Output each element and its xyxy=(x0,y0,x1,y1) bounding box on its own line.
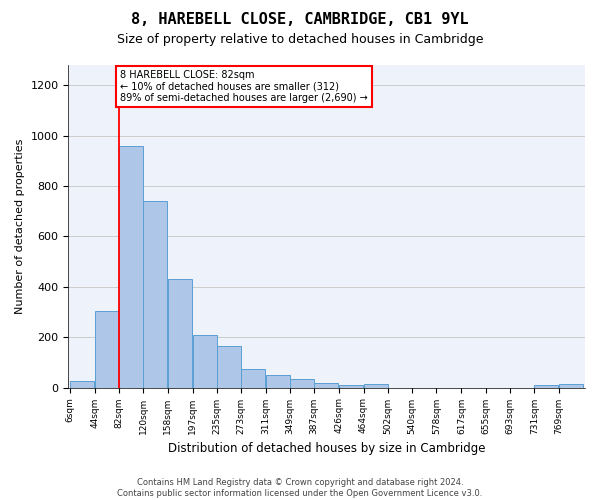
Bar xyxy=(193,334,217,388)
Bar xyxy=(364,384,388,388)
X-axis label: Distribution of detached houses by size in Cambridge: Distribution of detached houses by size … xyxy=(168,442,485,455)
Bar xyxy=(167,279,191,388)
Text: Size of property relative to detached houses in Cambridge: Size of property relative to detached ho… xyxy=(117,32,483,46)
Bar xyxy=(266,375,290,388)
Bar xyxy=(143,201,167,388)
Y-axis label: Number of detached properties: Number of detached properties xyxy=(15,138,25,314)
Bar xyxy=(290,378,314,388)
Bar xyxy=(339,385,363,388)
Bar xyxy=(95,310,119,388)
Bar xyxy=(217,346,241,388)
Bar xyxy=(119,146,143,388)
Text: 8, HAREBELL CLOSE, CAMBRIDGE, CB1 9YL: 8, HAREBELL CLOSE, CAMBRIDGE, CB1 9YL xyxy=(131,12,469,28)
Bar xyxy=(314,382,338,388)
Text: Contains HM Land Registry data © Crown copyright and database right 2024.
Contai: Contains HM Land Registry data © Crown c… xyxy=(118,478,482,498)
Bar xyxy=(70,382,94,388)
Bar xyxy=(241,368,265,388)
Bar xyxy=(535,385,559,388)
Bar xyxy=(559,384,583,388)
Text: 8 HAREBELL CLOSE: 82sqm
← 10% of detached houses are smaller (312)
89% of semi-d: 8 HAREBELL CLOSE: 82sqm ← 10% of detache… xyxy=(120,70,368,103)
